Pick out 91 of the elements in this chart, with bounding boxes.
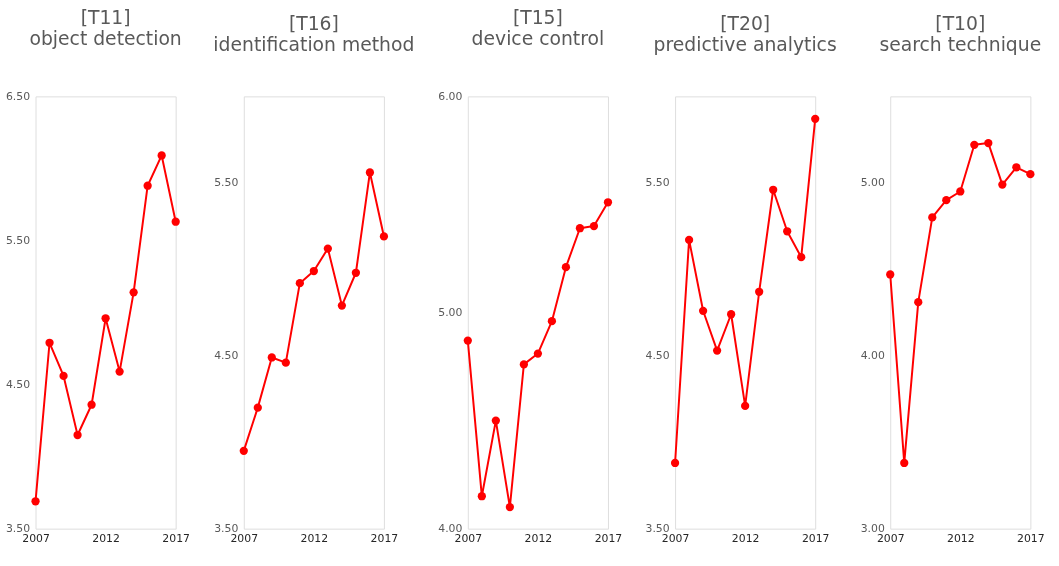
point xyxy=(171,217,180,226)
point xyxy=(463,336,472,345)
point xyxy=(309,266,318,276)
x-tick-label: 2012 xyxy=(524,531,553,545)
point xyxy=(45,338,54,347)
chart-title: [T20] xyxy=(720,13,771,35)
point xyxy=(101,314,110,323)
point xyxy=(365,168,375,177)
point xyxy=(31,497,40,506)
y-tick-label: 5.50 xyxy=(5,233,31,247)
chart-subtitle: device control xyxy=(471,28,605,50)
point xyxy=(351,268,361,277)
y-tick-label: 6.00 xyxy=(438,89,463,103)
point xyxy=(337,301,347,310)
point xyxy=(755,287,764,296)
point xyxy=(73,430,82,440)
point xyxy=(886,270,895,279)
point xyxy=(914,298,923,307)
point xyxy=(811,114,820,123)
y-tick-label: 5.00 xyxy=(438,305,463,319)
point xyxy=(561,263,571,272)
point xyxy=(727,310,736,319)
point xyxy=(956,187,965,196)
point xyxy=(928,213,937,222)
chart-subtitle: predictive analytics xyxy=(653,33,837,55)
point xyxy=(491,416,500,425)
point xyxy=(698,306,708,315)
chart-subtitle: identification method xyxy=(213,33,415,55)
chart-title: [T16] xyxy=(288,13,339,35)
point xyxy=(589,221,599,231)
chart-title: [T11] xyxy=(80,7,131,29)
y-tick-label: 5.00 xyxy=(860,176,885,190)
point xyxy=(533,349,543,358)
x-tick-label: 2012 xyxy=(731,531,760,545)
x-tick-label: 2012 xyxy=(92,531,120,545)
y-tick-label: 4.00 xyxy=(860,349,885,363)
y-tick-label: 5.50 xyxy=(214,176,239,190)
point xyxy=(323,244,332,253)
x-tick-label: 2017 xyxy=(594,531,623,545)
point xyxy=(87,400,96,409)
point xyxy=(143,181,152,190)
point xyxy=(267,353,276,362)
point xyxy=(379,232,389,241)
point xyxy=(1012,163,1021,172)
y-tick-label: 4.50 xyxy=(645,349,670,363)
x-tick-label: 2007 xyxy=(230,531,259,545)
x-tick-label: 2017 xyxy=(370,531,399,545)
y-tick-label: 4.50 xyxy=(214,349,239,363)
point xyxy=(797,253,806,262)
point xyxy=(783,227,792,236)
point xyxy=(1026,170,1035,179)
chart-subtitle: object detection xyxy=(29,28,182,50)
point xyxy=(295,279,304,288)
x-tick-label: 2017 xyxy=(1017,531,1045,545)
x-tick-label: 2012 xyxy=(946,531,975,545)
point xyxy=(670,458,680,468)
x-tick-label: 2007 xyxy=(22,531,50,545)
x-tick-label: 2017 xyxy=(162,531,190,545)
x-tick-label: 2012 xyxy=(300,531,329,545)
chart-title: [T10] xyxy=(935,13,986,35)
point xyxy=(477,492,486,501)
point xyxy=(129,288,138,297)
x-tick-label: 2017 xyxy=(801,531,830,545)
point xyxy=(984,138,993,148)
y-tick-label: 6.50 xyxy=(5,89,31,103)
point xyxy=(253,403,262,412)
y-tick-label: 5.50 xyxy=(645,176,670,190)
chart-subtitle: search technique xyxy=(879,33,1042,55)
y-tick-label: 4.50 xyxy=(5,378,31,392)
point xyxy=(741,401,750,411)
x-tick-label: 2007 xyxy=(876,531,905,545)
point xyxy=(239,446,248,455)
chart-title: [T15] xyxy=(512,7,563,29)
point xyxy=(519,360,528,369)
point xyxy=(900,458,909,468)
point xyxy=(547,317,557,326)
point xyxy=(942,196,951,205)
point xyxy=(970,140,979,149)
point xyxy=(281,358,290,367)
point xyxy=(712,346,722,355)
point xyxy=(684,235,694,245)
point xyxy=(603,198,613,207)
point xyxy=(575,224,585,233)
point xyxy=(505,502,514,512)
point xyxy=(59,371,68,381)
point xyxy=(157,151,166,160)
point xyxy=(998,180,1007,189)
point xyxy=(115,367,124,376)
point xyxy=(769,185,778,194)
x-tick-label: 2007 xyxy=(661,531,690,545)
x-tick-label: 2007 xyxy=(454,531,483,545)
